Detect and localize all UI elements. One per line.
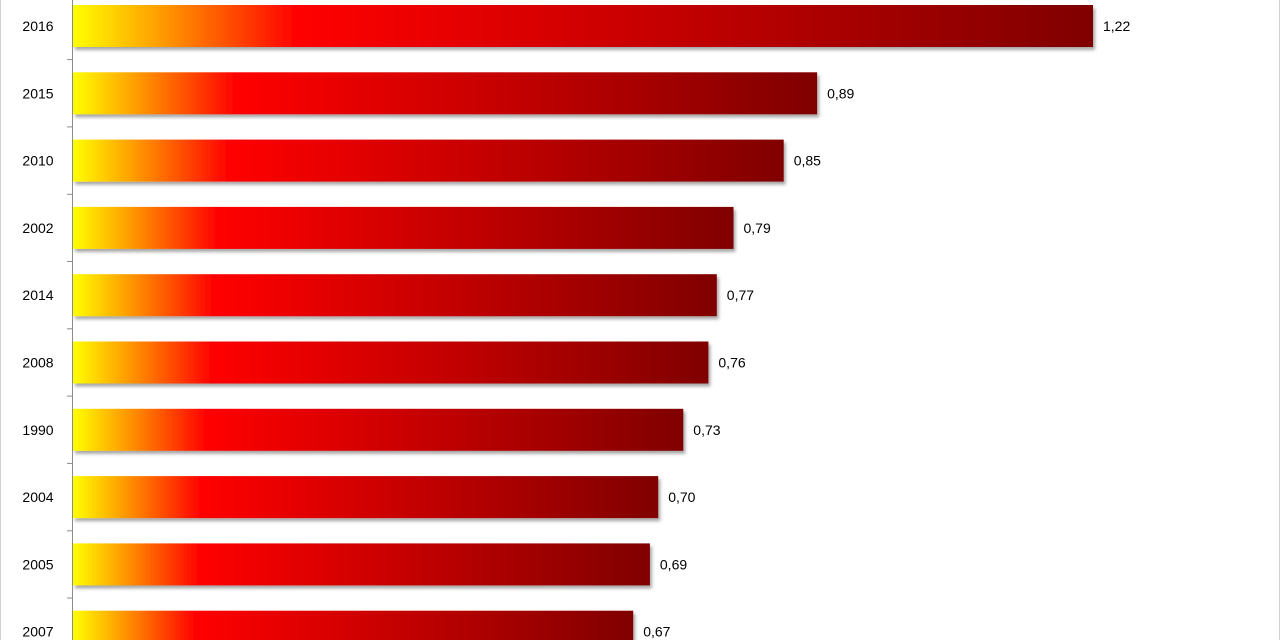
category-label-2008: 2008 (22, 355, 53, 371)
category-label-2004: 2004 (22, 489, 53, 505)
category-labels-group: 2016 2015 2010 2002 2014 2008 1990 2004 2005 2007 (22, 18, 53, 640)
bars-group (73, 5, 1093, 640)
category-label-2005: 2005 (22, 556, 53, 572)
bar-1990 (73, 408, 684, 451)
value-label-2014: 0,77 (727, 287, 754, 303)
value-label-2002: 0,79 (744, 220, 771, 236)
bar-2004 (73, 476, 659, 519)
value-label-2005: 0,69 (660, 556, 687, 572)
category-label-2015: 2015 (22, 85, 53, 101)
bar-2016 (73, 5, 1093, 47)
value-label-2008: 0,76 (718, 355, 745, 371)
bar-2014 (73, 274, 717, 317)
value-label-2004: 0,70 (668, 489, 695, 505)
value-label-2007: 0,67 (643, 624, 670, 640)
bar-2005 (73, 543, 650, 586)
category-label-2010: 2010 (22, 153, 53, 169)
category-label-2002: 2002 (22, 220, 53, 236)
value-label-2015: 0,89 (827, 85, 854, 101)
value-label-2010: 0,85 (794, 153, 821, 169)
bar-2010 (73, 139, 784, 182)
category-label-2016: 2016 (22, 18, 53, 34)
bar-2008 (73, 341, 709, 384)
value-labels-group: 1,22 0,89 0,85 0,79 0,77 0,76 0,73 0,70 0,69 0,67 (643, 18, 1130, 640)
category-label-2014: 2014 (22, 287, 53, 303)
axis-ticks-group (67, 59, 73, 599)
category-label-2007: 2007 (22, 624, 53, 640)
bar-2007 (73, 610, 634, 640)
bar-2015 (73, 72, 818, 115)
bar-2002 (73, 206, 734, 249)
value-label-2016: 1,22 (1103, 18, 1130, 34)
value-label-1990: 0,73 (693, 422, 720, 438)
category-label-1990: 1990 (22, 422, 53, 438)
